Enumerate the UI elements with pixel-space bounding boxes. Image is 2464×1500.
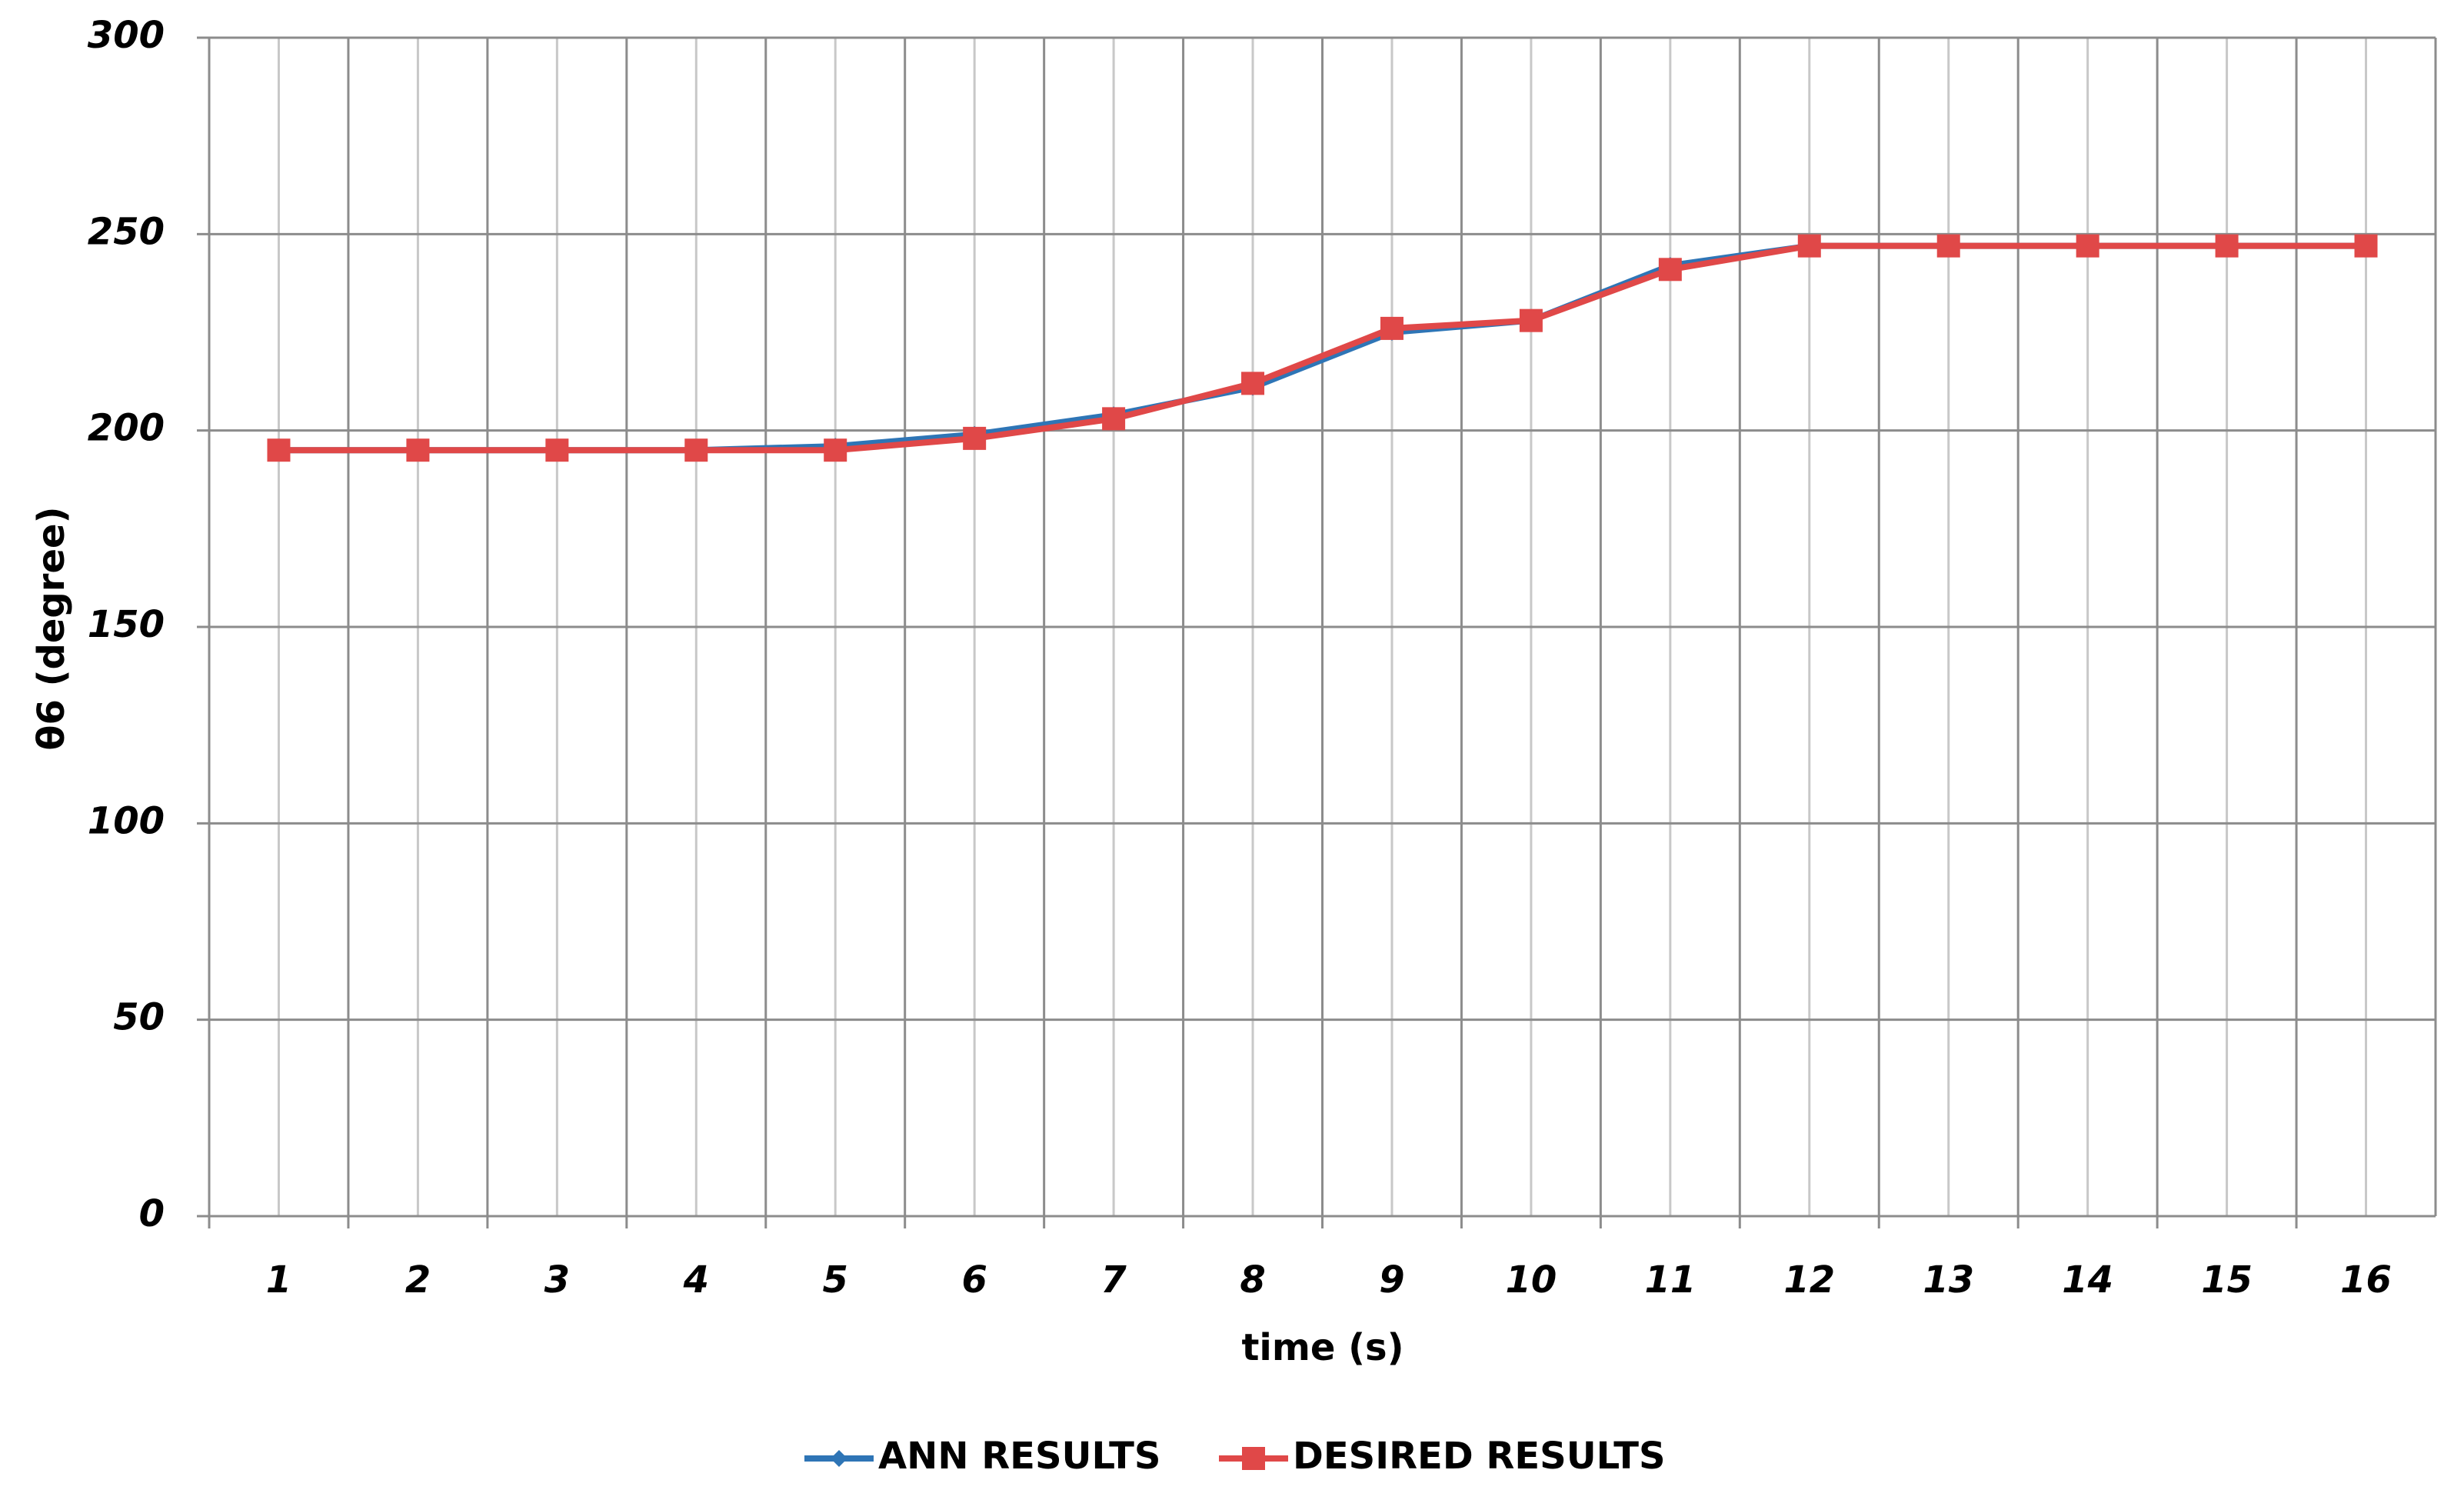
- marker: [1242, 1447, 1265, 1470]
- y-tick-label: 100: [88, 799, 165, 842]
- x-tick-label: 11: [1644, 1258, 1696, 1302]
- x-axis-title: time (s): [1241, 1326, 1403, 1369]
- x-tick-label: 8: [1240, 1258, 1265, 1302]
- marker: [824, 438, 847, 462]
- x-tick-label: 16: [2340, 1258, 2392, 1302]
- y-tick-label: 200: [88, 407, 165, 450]
- x-tick-label: 4: [683, 1258, 709, 1302]
- marker: [1241, 372, 1265, 395]
- marker: [2215, 234, 2239, 258]
- x-tick-label: 2: [405, 1258, 431, 1302]
- marker: [2354, 234, 2378, 258]
- x-tick-label: 9: [1379, 1258, 1404, 1302]
- x-tick-label: 5: [823, 1258, 848, 1302]
- marker: [1658, 258, 1682, 282]
- x-tick-label: 3: [544, 1258, 570, 1302]
- y-tick-label: 0: [139, 1192, 165, 1235]
- y-tick-label: 250: [88, 210, 165, 253]
- legend-label: DESIRED RESULTS: [1293, 1435, 1666, 1478]
- x-tick-label: 6: [961, 1258, 987, 1302]
- marker: [963, 426, 987, 450]
- marker: [2076, 234, 2099, 258]
- series-line: [278, 242, 2366, 454]
- x-tick-label: 14: [2062, 1258, 2113, 1302]
- y-tick-label: 50: [113, 996, 165, 1039]
- marker: [267, 438, 291, 462]
- x-tick-label: 13: [1923, 1258, 1974, 1302]
- x-tick-label: 15: [2201, 1258, 2253, 1302]
- marker: [831, 1450, 847, 1467]
- x-tick-label: 7: [1100, 1258, 1127, 1302]
- y-tick-label: 300: [88, 14, 165, 57]
- marker: [1519, 308, 1543, 332]
- y-axis-title: θ6 (degree): [30, 506, 73, 750]
- marker: [1936, 234, 1960, 258]
- y-tick-label: 150: [88, 603, 165, 646]
- x-tick-label: 12: [1783, 1258, 1835, 1302]
- x-tick-label: 10: [1506, 1258, 1557, 1302]
- marker: [1797, 234, 1821, 258]
- marker: [406, 438, 430, 462]
- marker: [1380, 316, 1403, 340]
- marker: [684, 438, 708, 462]
- marker: [545, 438, 569, 462]
- legend-label: ANN RESULTS: [878, 1435, 1160, 1478]
- marker: [1102, 407, 1126, 431]
- x-tick-label: 1: [266, 1258, 291, 1302]
